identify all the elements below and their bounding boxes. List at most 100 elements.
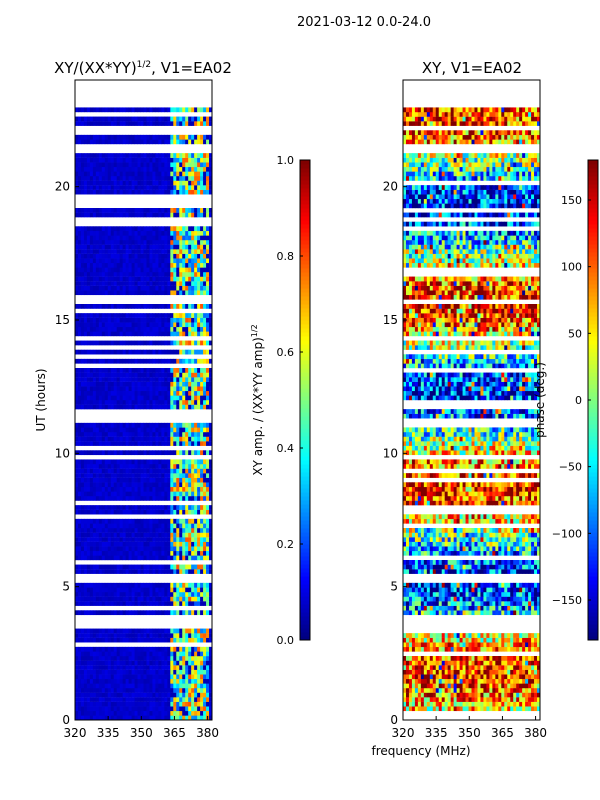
heatmap-cell bbox=[92, 674, 97, 680]
heatmap-cell bbox=[107, 281, 112, 286]
heatmap-cell bbox=[158, 258, 162, 264]
heatmap-cell bbox=[89, 532, 94, 538]
heatmap-cell bbox=[182, 496, 186, 501]
heatmap-cell bbox=[98, 528, 103, 533]
heatmap-cell bbox=[185, 656, 189, 661]
heatmap-cell bbox=[92, 340, 97, 346]
heatmap-cell bbox=[203, 326, 207, 332]
heatmap-cell bbox=[101, 422, 106, 428]
heatmap-cell bbox=[182, 518, 186, 524]
heatmap-cell bbox=[206, 372, 210, 378]
heatmap-cell bbox=[89, 441, 94, 446]
heatmap-cell bbox=[140, 153, 144, 158]
heatmap-cell bbox=[101, 404, 106, 410]
heatmap-cell bbox=[197, 665, 201, 670]
heatmap-cell bbox=[164, 582, 168, 588]
heatmap-cell bbox=[197, 358, 201, 364]
heatmap-cell bbox=[75, 587, 79, 593]
heatmap-cell bbox=[146, 390, 150, 396]
heatmap-cell bbox=[161, 546, 165, 552]
heatmap-cell bbox=[110, 317, 115, 323]
heatmap-cell bbox=[149, 674, 153, 680]
heatmap-cell bbox=[146, 240, 150, 245]
heatmap-cell bbox=[206, 180, 210, 186]
heatmap-cell bbox=[131, 368, 135, 373]
heatmap-cell bbox=[98, 550, 103, 556]
heatmap-cell bbox=[86, 697, 91, 702]
heatmap-cell bbox=[134, 340, 138, 346]
heatmap-cell bbox=[158, 505, 162, 510]
heatmap-cell bbox=[149, 116, 153, 122]
heatmap-cell bbox=[113, 235, 118, 241]
colorbar-swatch bbox=[300, 324, 310, 329]
heatmap-cell bbox=[158, 468, 162, 474]
heatmap-cell bbox=[83, 404, 88, 410]
heatmap-cell bbox=[164, 162, 168, 168]
heatmap-cell bbox=[134, 281, 138, 286]
heatmap-cell bbox=[206, 262, 210, 268]
heatmap-cell bbox=[80, 450, 85, 456]
heatmap-cell bbox=[77, 253, 82, 259]
colorbar-swatch bbox=[300, 384, 310, 389]
heatmap-cell bbox=[113, 464, 118, 469]
heatmap-cell bbox=[188, 400, 192, 405]
heatmap-cell bbox=[203, 610, 207, 616]
heatmap-cell bbox=[110, 692, 115, 698]
heatmap-cell bbox=[125, 523, 130, 529]
heatmap-cell bbox=[107, 400, 112, 405]
heatmap-cell bbox=[134, 569, 138, 574]
heatmap-cell bbox=[194, 477, 198, 483]
heatmap-cell bbox=[95, 710, 100, 716]
heatmap-cell bbox=[128, 678, 132, 684]
heatmap-cell bbox=[113, 651, 118, 657]
heatmap-cell bbox=[104, 176, 109, 181]
heatmap-cell bbox=[155, 706, 159, 712]
heatmap-cell bbox=[188, 180, 192, 186]
heatmap-cell bbox=[131, 550, 135, 556]
heatmap-cell bbox=[155, 697, 159, 702]
heatmap-cell bbox=[75, 349, 79, 355]
heatmap-cell bbox=[75, 564, 79, 570]
heatmap-cell bbox=[122, 107, 127, 113]
heatmap-cell bbox=[197, 692, 201, 698]
heatmap-cell bbox=[176, 678, 180, 684]
heatmap-cell bbox=[110, 436, 115, 442]
heatmap-cell bbox=[119, 349, 124, 355]
heatmap-cell bbox=[128, 706, 132, 712]
heatmap-cell bbox=[89, 116, 94, 122]
heatmap-cell bbox=[89, 235, 94, 241]
heatmap-cell bbox=[113, 381, 118, 387]
heatmap-cell bbox=[89, 459, 94, 465]
heatmap-cell bbox=[158, 669, 162, 675]
heatmap-cell bbox=[104, 372, 109, 378]
heatmap-cell bbox=[107, 486, 112, 492]
heatmap-cell bbox=[113, 532, 118, 538]
heatmap-cell bbox=[92, 564, 97, 570]
colorbar-swatch bbox=[300, 580, 310, 585]
heatmap-cell bbox=[182, 482, 186, 488]
heatmap-cell bbox=[170, 285, 174, 291]
heatmap-cell bbox=[191, 692, 195, 698]
heatmap-cell bbox=[158, 482, 162, 488]
heatmap-cell bbox=[525, 697, 529, 702]
heatmap-cell bbox=[146, 185, 150, 190]
heatmap-cell bbox=[188, 386, 192, 392]
heatmap-cell bbox=[200, 404, 204, 410]
heatmap-cell bbox=[182, 710, 186, 716]
heatmap-cell bbox=[149, 646, 153, 652]
heatmap-cell bbox=[101, 368, 106, 373]
heatmap-cell bbox=[146, 688, 150, 693]
heatmap-cell bbox=[137, 505, 141, 510]
heatmap-cell bbox=[86, 587, 91, 593]
heatmap-cell bbox=[164, 432, 168, 437]
heatmap-cell bbox=[92, 400, 97, 405]
heatmap-cell bbox=[128, 400, 132, 405]
heatmap-cell bbox=[125, 477, 130, 483]
heatmap-cell bbox=[92, 706, 97, 712]
heatmap-cell bbox=[128, 637, 132, 643]
heatmap-cell bbox=[161, 372, 165, 378]
heatmap-cell bbox=[77, 153, 82, 158]
heatmap-cell bbox=[182, 230, 186, 236]
heatmap-cell bbox=[152, 715, 156, 721]
heatmap-cell bbox=[146, 518, 150, 524]
